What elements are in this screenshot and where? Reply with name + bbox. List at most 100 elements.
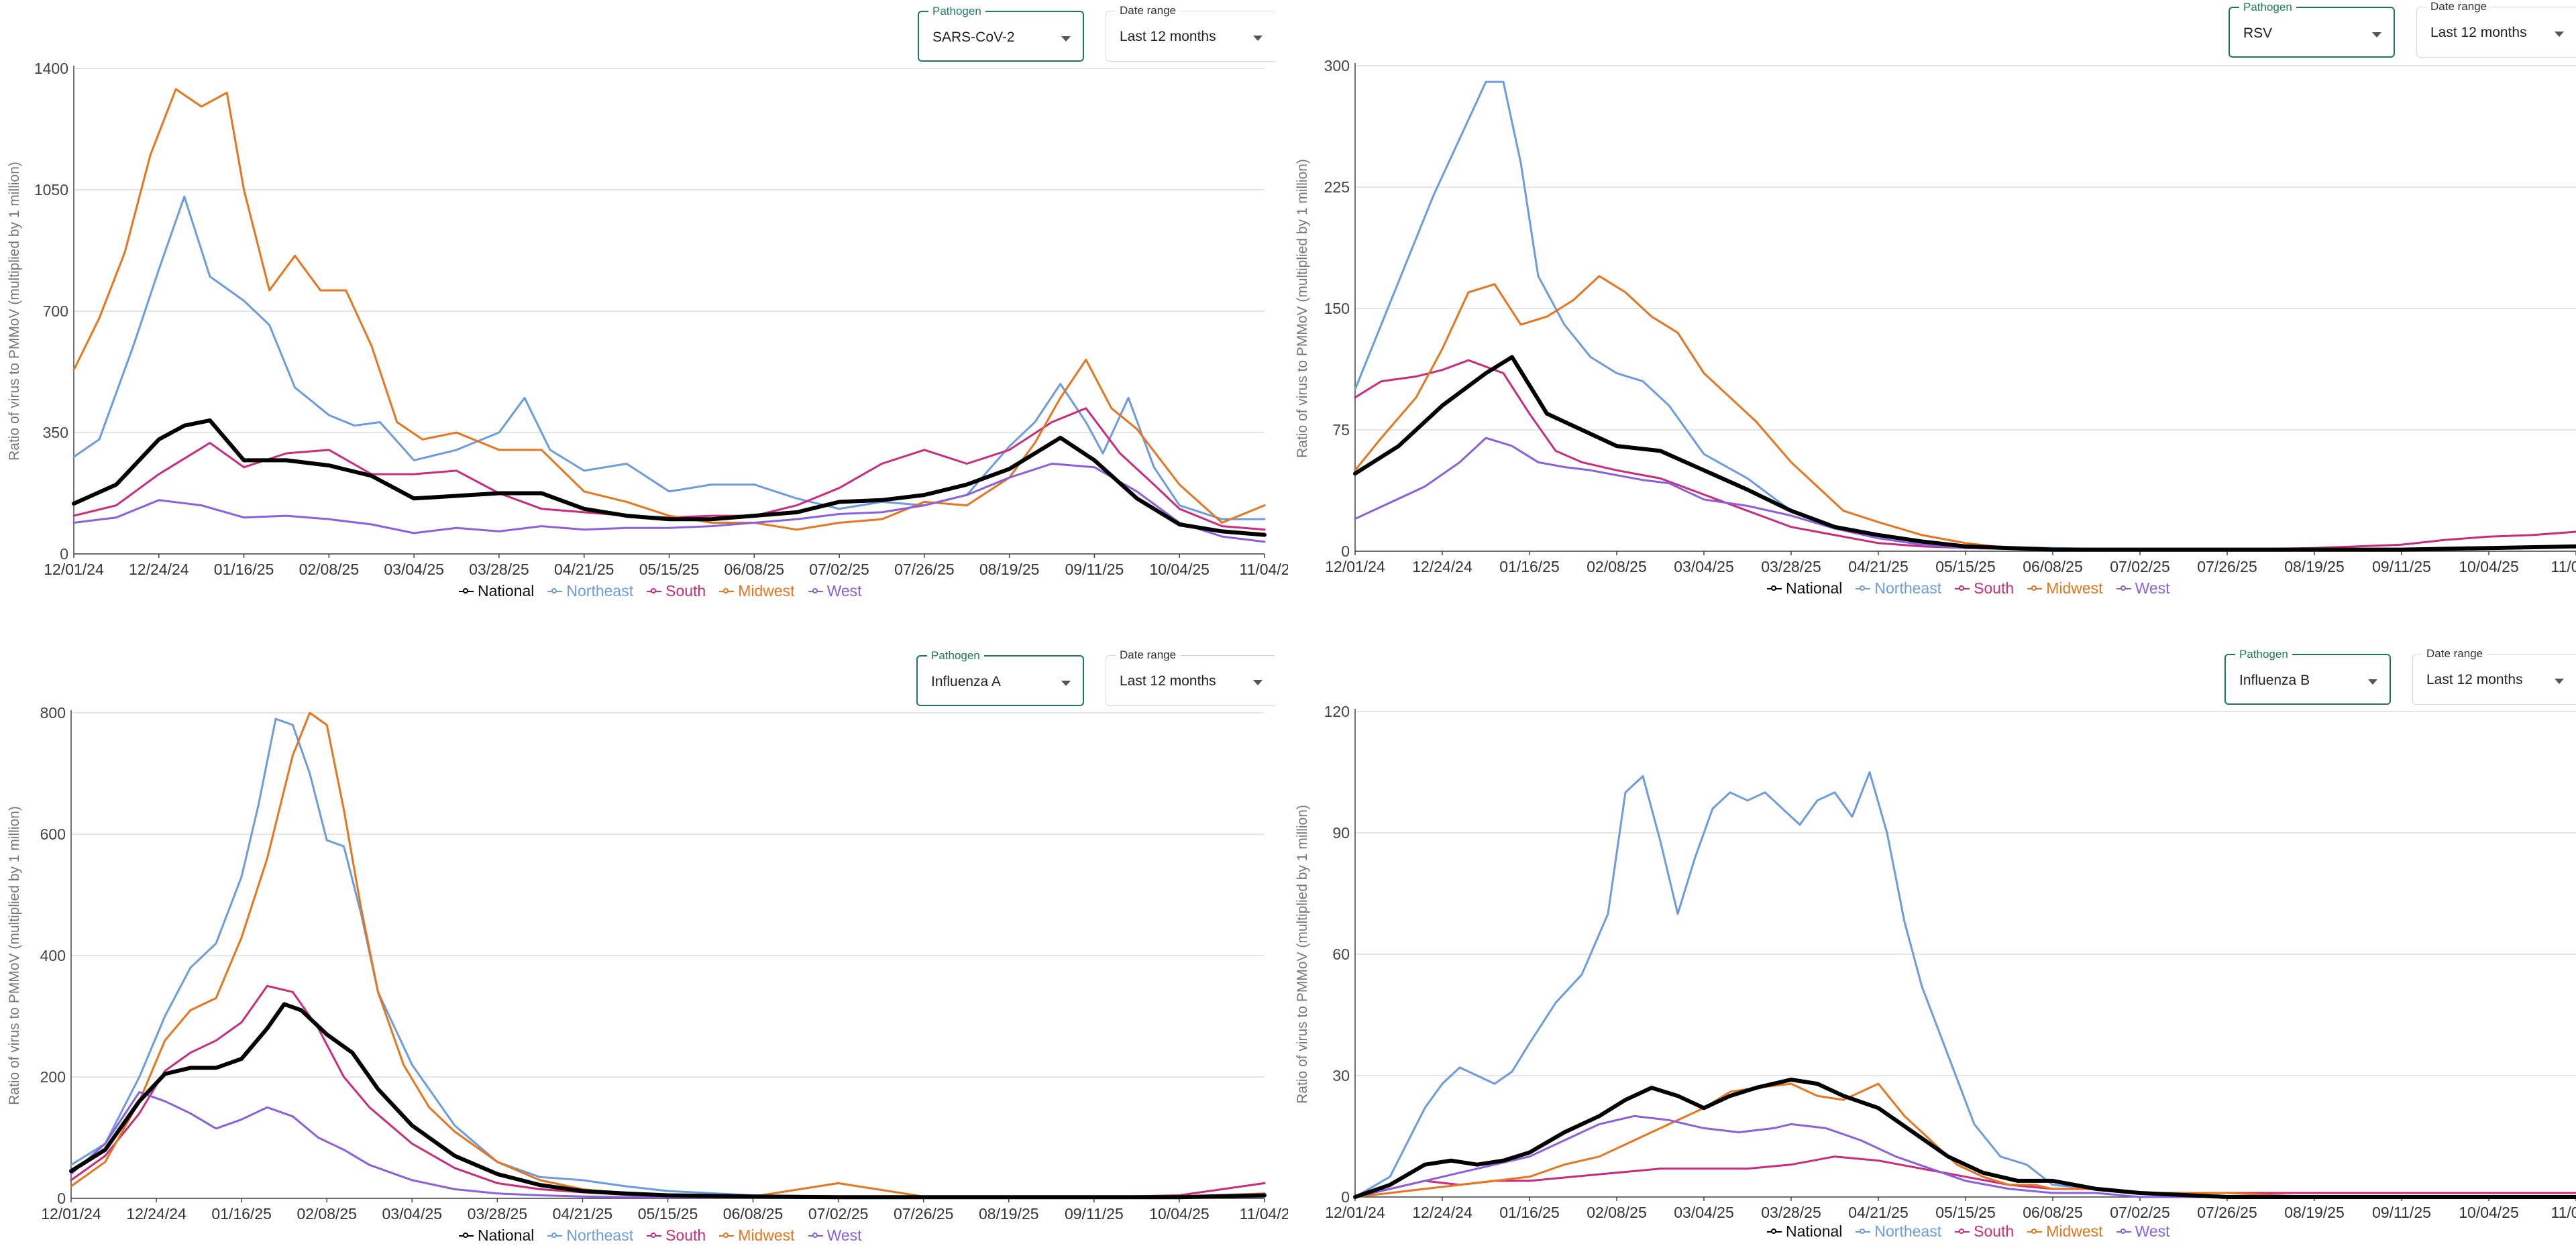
x-tick-label: 01/16/25 [1499, 558, 1560, 575]
legend-item-national[interactable]: National [1767, 1222, 1842, 1241]
x-tick-label: 08/19/25 [979, 1205, 1039, 1222]
pathogen-select-value: Influenza B [2239, 673, 2310, 688]
series-line-midwest [72, 88, 1266, 531]
chevron-down-icon [2372, 32, 2381, 38]
x-tick-label: 04/21/25 [553, 1205, 613, 1222]
date-range-select-value: Last 12 months [1120, 673, 1216, 689]
series-line-northeast [72, 195, 1266, 520]
legend-marker-icon [1767, 584, 1782, 593]
y-tick-label: 75 [1332, 421, 1350, 439]
y-tick-label: 0 [1341, 1188, 1350, 1206]
pathogen-select-label: Pathogen [927, 649, 984, 663]
x-tick-label: 11/04/2 [1239, 561, 1288, 578]
x-tick-label: 11/04/2 [2551, 558, 2576, 575]
x-tick-label: 09/11/25 [2372, 1204, 2431, 1221]
series-line-south [72, 407, 1266, 531]
pathogen-select[interactable]: Pathogen Influenza B [2224, 648, 2391, 705]
legend-marker-icon [1955, 584, 1970, 593]
y-tick-label: 1400 [34, 60, 68, 77]
x-tick-label: 10/04/25 [2459, 1204, 2519, 1221]
y-tick-label: 30 [1332, 1067, 1350, 1084]
y-tick-label: 0 [60, 545, 68, 563]
chevron-down-icon [1253, 680, 1263, 685]
x-tick-label: 07/26/25 [2197, 558, 2257, 575]
legend-item-national[interactable]: National [459, 1227, 534, 1245]
x-tick-label: 07/26/25 [894, 1205, 954, 1222]
pathogen-select[interactable]: Pathogen SARS-CoV-2 [918, 5, 1084, 62]
date-range-select-value: Last 12 months [2426, 672, 2523, 687]
x-tick-label: 12/01/24 [1325, 558, 1385, 575]
legend-marker-icon [547, 1231, 563, 1241]
chevron-down-icon [1061, 681, 1071, 686]
y-tick-label: 0 [57, 1190, 66, 1207]
date-range-select[interactable]: Date range Last 12 months [1106, 648, 1275, 706]
pathogen-select[interactable]: Pathogen RSV [2229, 1, 2395, 58]
y-tick-label: 225 [1324, 178, 1350, 196]
legend-item-midwest[interactable]: Midwest [719, 582, 795, 600]
series-line-west [72, 463, 1266, 543]
legend-item-south[interactable]: South [647, 582, 706, 600]
x-tick-label: 05/15/25 [639, 561, 700, 578]
pathogen-select-label: Pathogen [2239, 1, 2296, 14]
y-tick-label: 600 [40, 825, 66, 843]
legend-item-midwest[interactable]: Midwest [2027, 579, 2103, 597]
x-tick-label: 03/28/25 [1761, 1204, 1821, 1221]
legend-item-northeast[interactable]: Northeast [1856, 579, 1941, 597]
legend-item-south[interactable]: South [1955, 579, 2014, 597]
legend-item-west[interactable]: West [2116, 579, 2170, 597]
pathogen-select[interactable]: Pathogen Influenza A [916, 649, 1084, 706]
legend-item-midwest[interactable]: Midwest [719, 1227, 795, 1245]
x-tick-label: 09/11/25 [1065, 561, 1124, 578]
legend-item-west[interactable]: West [808, 582, 862, 600]
x-tick-label: 04/21/25 [1848, 1204, 1909, 1221]
date-range-select-label: Date range [2422, 647, 2487, 661]
y-tick-label: 200 [40, 1068, 66, 1086]
series-line-national [1353, 1078, 2576, 1199]
chevron-down-icon [2555, 32, 2564, 37]
x-tick-label: 08/19/25 [979, 561, 1040, 578]
x-tick-label: 10/04/25 [1149, 1205, 1210, 1222]
date-range-select[interactable]: Date range Last 12 months [2412, 647, 2576, 705]
x-tick-label: 03/04/25 [384, 561, 444, 578]
date-range-select[interactable]: Date range Last 12 months [1106, 4, 1275, 62]
x-tick-label: 09/11/25 [1065, 1205, 1124, 1222]
x-tick-label: 09/11/25 [2372, 558, 2431, 575]
legend-marker-icon [1767, 1227, 1782, 1237]
legend-item-south[interactable]: South [1955, 1222, 2014, 1241]
legend-item-west[interactable]: West [2116, 1222, 2170, 1241]
legend-item-south[interactable]: South [647, 1227, 706, 1245]
legend-item-national[interactable]: National [459, 582, 534, 600]
pathogen-select-label: Pathogen [928, 5, 985, 18]
x-tick-label: 07/02/25 [2110, 1204, 2170, 1221]
x-tick-label: 06/08/25 [2023, 558, 2083, 575]
y-tick-label: 0 [1341, 543, 1350, 560]
legend-item-midwest[interactable]: Midwest [2027, 1222, 2103, 1241]
legend-label: National [478, 582, 535, 600]
legend-marker-icon [647, 1231, 662, 1241]
chart-legend: National Northeast South Midwest West [459, 582, 862, 600]
x-tick-label: 05/15/25 [638, 1205, 698, 1222]
date-range-select[interactable]: Date range Last 12 months [2416, 0, 2576, 58]
series-line-northeast [1354, 771, 2576, 1198]
x-tick-label: 12/01/24 [41, 1205, 101, 1222]
legend-item-northeast[interactable]: Northeast [547, 1227, 633, 1245]
chart-influenza-b: 0 30 60 90 120 12/01/24 12/24/24 01/16/25 02/08/… [1295, 703, 2576, 1221]
y-axis-label: Ratio of virus to PMMoV (multiplied by 1… [7, 162, 22, 461]
series-line-west [1354, 437, 2576, 551]
legend-marker-icon [459, 1231, 474, 1241]
chart-panel-influenza-a: 0 200 400 600 800 12/01/24 12/24/24 01/16/25 02/… [0, 627, 1288, 1254]
legend-item-west[interactable]: West [808, 1227, 862, 1245]
legend-item-northeast[interactable]: Northeast [547, 582, 633, 600]
y-tick-label: 1050 [34, 181, 68, 198]
y-tick-label: 700 [43, 302, 68, 320]
series-line-midwest [70, 711, 1266, 1198]
legend-label: South [1974, 579, 2015, 597]
legend-item-national[interactable]: National [1767, 579, 1842, 597]
legend-label: South [1974, 1222, 2015, 1240]
legend-item-northeast[interactable]: Northeast [1856, 1222, 1941, 1241]
y-tick-label: 400 [40, 947, 66, 964]
x-tick-label: 08/19/25 [2284, 1204, 2345, 1221]
legend-label: Northeast [1874, 1222, 1942, 1240]
legend-label: Midwest [738, 582, 795, 600]
x-tick-label: 02/08/25 [1587, 558, 1647, 575]
